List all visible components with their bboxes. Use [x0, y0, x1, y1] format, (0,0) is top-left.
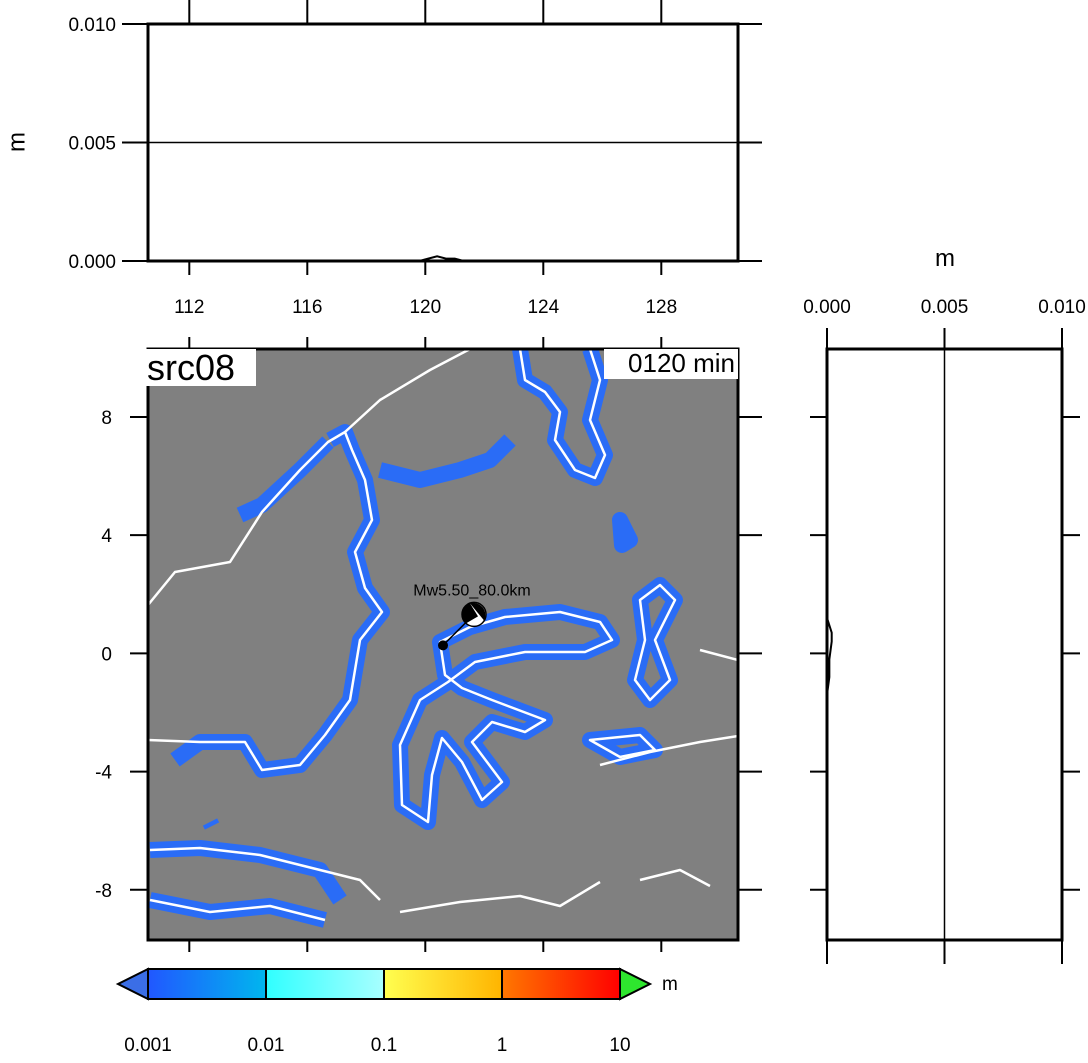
x-tick-label: 112 [174, 297, 204, 318]
x-tick-label: 0.005 [921, 297, 969, 318]
map-title: src08 [147, 347, 235, 388]
extend-high [619, 967, 653, 1001]
colorbar-segment [266, 969, 384, 999]
colorbar-label: m [662, 974, 678, 995]
y-tick-label: 0.005 [68, 134, 116, 155]
x-tick-label: 0.000 [803, 297, 851, 318]
lat-tick-label: -4 [95, 763, 112, 784]
data-line [826, 349, 833, 940]
colorbar-tick-label: 10 [609, 1035, 630, 1056]
x-tick-label: 120 [409, 297, 441, 318]
colorbar-segment [502, 969, 620, 999]
y-tick-label: 0.000 [68, 252, 116, 273]
colorbar-segment [148, 969, 266, 999]
colorbar-tick-label: 0.1 [371, 1035, 397, 1056]
beachball-quadrant [462, 603, 478, 624]
coastlines [148, 349, 738, 928]
y-axis-title: m [3, 132, 30, 152]
lat-tick-label: 8 [101, 408, 112, 429]
colorbar-segment [384, 969, 502, 999]
x-tick-label: 128 [645, 297, 677, 318]
beachball-quadrant [470, 602, 486, 621]
colorbar-tick-label: 1 [497, 1035, 508, 1056]
y-tick-label: 0.010 [68, 15, 116, 36]
x-tick-label: 116 [292, 297, 322, 318]
event-label: Mw5.50_80.0km [413, 582, 530, 599]
lat-tick-label: -8 [95, 881, 112, 902]
lat-tick-label: 4 [101, 526, 112, 547]
colorbar-tick-label: 0.001 [124, 1035, 172, 1056]
time-box [604, 349, 738, 379]
coastline [148, 349, 738, 922]
x-tick-label: 124 [527, 297, 559, 318]
map-frame [146, 347, 740, 942]
extend-low [115, 967, 149, 1001]
epicenter [438, 640, 448, 651]
x-tick-label: 0.010 [1038, 297, 1086, 318]
title-box [140, 349, 256, 386]
colorbar-tick-label: 0.01 [248, 1035, 285, 1056]
x-axis-title: m [935, 245, 955, 272]
data-line [148, 255, 738, 262]
time-label: 0120 min [628, 348, 735, 378]
lat-tick-label: 0 [101, 644, 112, 665]
